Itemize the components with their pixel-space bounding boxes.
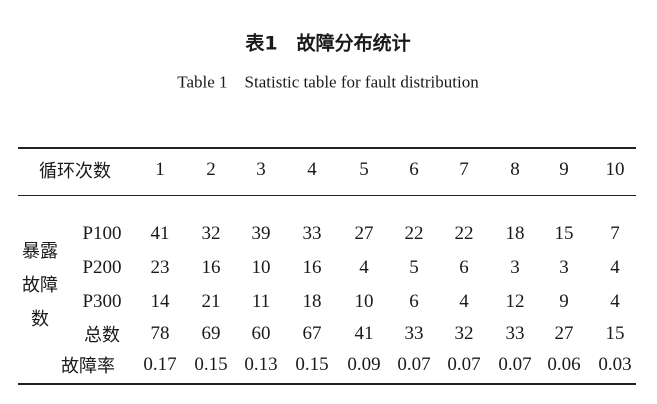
column-header: 6 (409, 159, 419, 180)
column-header: 4 (307, 159, 317, 180)
table-cell: 27 (354, 223, 374, 244)
column-header: 9 (559, 159, 569, 180)
table-cell: 67 (302, 323, 322, 344)
table-cell: 16 (201, 257, 221, 278)
table-title-english: Table 1 Statistic table for fault distri… (177, 72, 479, 92)
table-cell: 22 (404, 223, 424, 244)
table-cell: 4 (610, 291, 620, 312)
table-cell: 4 (459, 291, 469, 312)
column-header: 8 (510, 159, 520, 180)
table-cell: 14 (150, 291, 170, 312)
column-header: 1 (155, 159, 165, 180)
table-cell: 39 (251, 223, 271, 244)
table-cell: 22 (454, 223, 474, 244)
row-label: P200 (82, 257, 122, 278)
table-cell: 18 (505, 223, 525, 244)
row-label: P100 (82, 223, 122, 244)
rate-cell: 0.15 (194, 354, 228, 375)
rate-cell: 0.17 (143, 354, 177, 375)
table-cell: 33 (505, 323, 525, 344)
table-cell: 33 (302, 223, 322, 244)
table-cell: 11 (251, 291, 271, 312)
rate-cell: 0.07 (498, 354, 532, 375)
header-label: 循环次数 (39, 161, 111, 182)
rate-cell: 0.07 (397, 354, 431, 375)
column-header: 7 (459, 159, 469, 180)
table-cell: 15 (605, 323, 625, 344)
group-label-line: 暴露 (22, 241, 58, 262)
table-cell: 4 (610, 257, 620, 278)
rate-cell: 0.15 (295, 354, 329, 375)
column-header: 5 (359, 159, 369, 180)
table-cell: 33 (404, 323, 424, 344)
rate-cell: 0.09 (347, 354, 381, 375)
row-label: 总数 (84, 325, 120, 346)
rate-cell: 0.03 (598, 354, 632, 375)
table-cell: 10 (354, 291, 374, 312)
table-cell: 9 (559, 291, 569, 312)
table-cell: 3 (510, 257, 520, 278)
table-cell: 3 (559, 257, 569, 278)
rate-cell: 0.07 (447, 354, 481, 375)
table-cell: 5 (409, 257, 419, 278)
table-cell: 21 (201, 291, 221, 312)
row-label: P300 (82, 291, 122, 312)
table-cell: 78 (150, 323, 170, 344)
table-cell: 27 (554, 323, 574, 344)
rate-row-label: 故障率 (61, 356, 115, 377)
rate-cell: 0.13 (244, 354, 278, 375)
table-cell: 15 (554, 223, 574, 244)
table-cell: 4 (359, 257, 369, 278)
header-rule (18, 195, 636, 196)
column-header: 2 (206, 159, 216, 180)
column-header: 10 (605, 159, 625, 180)
group-label-line: 故障 (22, 275, 58, 296)
table-cell: 6 (459, 257, 469, 278)
table-cell: 41 (354, 323, 374, 344)
rate-cell: 0.06 (547, 354, 581, 375)
top-rule (18, 147, 636, 149)
table-cell: 41 (150, 223, 170, 244)
table-cell: 16 (302, 257, 322, 278)
table-cell: 23 (150, 257, 170, 278)
table-cell: 32 (201, 223, 221, 244)
table-title-chinese: 表1 故障分布统计 (245, 32, 411, 55)
table-cell: 69 (201, 323, 221, 344)
table-cell: 12 (505, 291, 525, 312)
table-cell: 6 (409, 291, 419, 312)
table-cell: 10 (251, 257, 271, 278)
table-cell: 32 (454, 323, 474, 344)
bottom-rule (18, 383, 636, 385)
column-header: 3 (256, 159, 266, 180)
table-cell: 18 (302, 291, 322, 312)
group-label-line: 数 (31, 309, 49, 330)
table-cell: 60 (251, 323, 271, 344)
table-cell: 7 (610, 223, 620, 244)
